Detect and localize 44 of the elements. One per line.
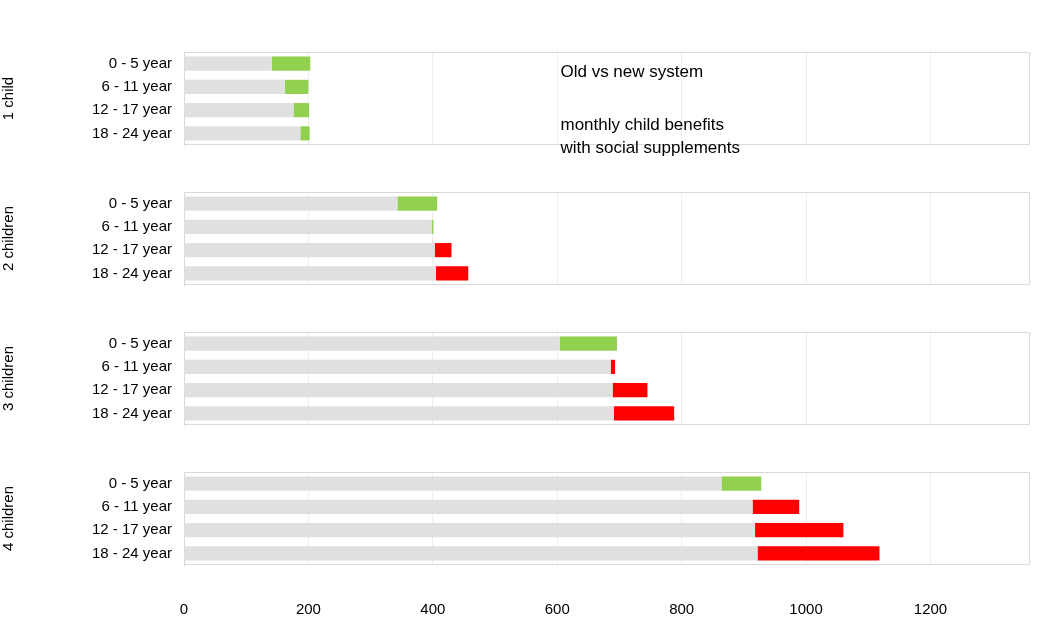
y-tick-label: 6 - 11 year <box>101 217 172 235</box>
y-tick-label: 0 - 5 year <box>108 473 172 491</box>
text: Old vs new system <box>560 61 704 81</box>
bar <box>435 266 469 281</box>
y-tick-label: 18 - 24 year <box>91 263 172 281</box>
y-tick-label: 0 - 5 year <box>108 193 172 211</box>
bar <box>397 196 438 211</box>
y-tick-label: 12 - 17 year <box>91 380 172 398</box>
y-axis-title: 4 children <box>0 485 17 552</box>
y-axis-title: 1 child <box>0 76 17 121</box>
x-tick-label: 400 <box>420 600 446 618</box>
x-tick-label: 1200 <box>913 600 948 618</box>
y-axis-title: 3 children <box>0 345 17 412</box>
bar <box>271 56 311 71</box>
bar <box>752 499 800 514</box>
bar <box>613 406 675 421</box>
bar <box>612 383 648 398</box>
bar <box>300 126 310 141</box>
bar <box>721 476 762 491</box>
y-tick-label: 0 - 5 year <box>108 53 172 71</box>
y-tick-label: 18 - 24 year <box>91 403 172 421</box>
y-tick-label: 6 - 11 year <box>101 497 172 515</box>
y-tick-label: 18 - 24 year <box>91 123 172 141</box>
bar <box>434 243 452 258</box>
bar <box>293 103 310 118</box>
y-tick-label: 12 - 17 year <box>91 520 172 538</box>
y-tick-label: 18 - 24 year <box>91 543 172 561</box>
x-tick-label: 1000 <box>789 600 823 618</box>
x-tick-label: 0 <box>179 600 189 618</box>
y-tick-label: 12 - 17 year <box>91 100 172 118</box>
y-tick-label: 0 - 5 year <box>108 333 172 351</box>
x-tick-label: 200 <box>295 600 321 618</box>
bar <box>559 336 617 351</box>
bar <box>284 79 309 94</box>
bar <box>757 546 880 561</box>
x-tick-label: 800 <box>669 600 695 618</box>
bar <box>755 523 844 538</box>
y-axis-title: 2 children <box>0 205 17 272</box>
text: monthly child benefits with social supplements <box>559 114 740 157</box>
y-tick-label: 12 - 17 year <box>91 240 172 258</box>
x-tick-label: 600 <box>544 600 570 618</box>
y-tick-label: 6 - 11 year <box>101 357 172 375</box>
y-tick-label: 6 - 11 year <box>101 77 172 95</box>
bar <box>610 359 616 374</box>
